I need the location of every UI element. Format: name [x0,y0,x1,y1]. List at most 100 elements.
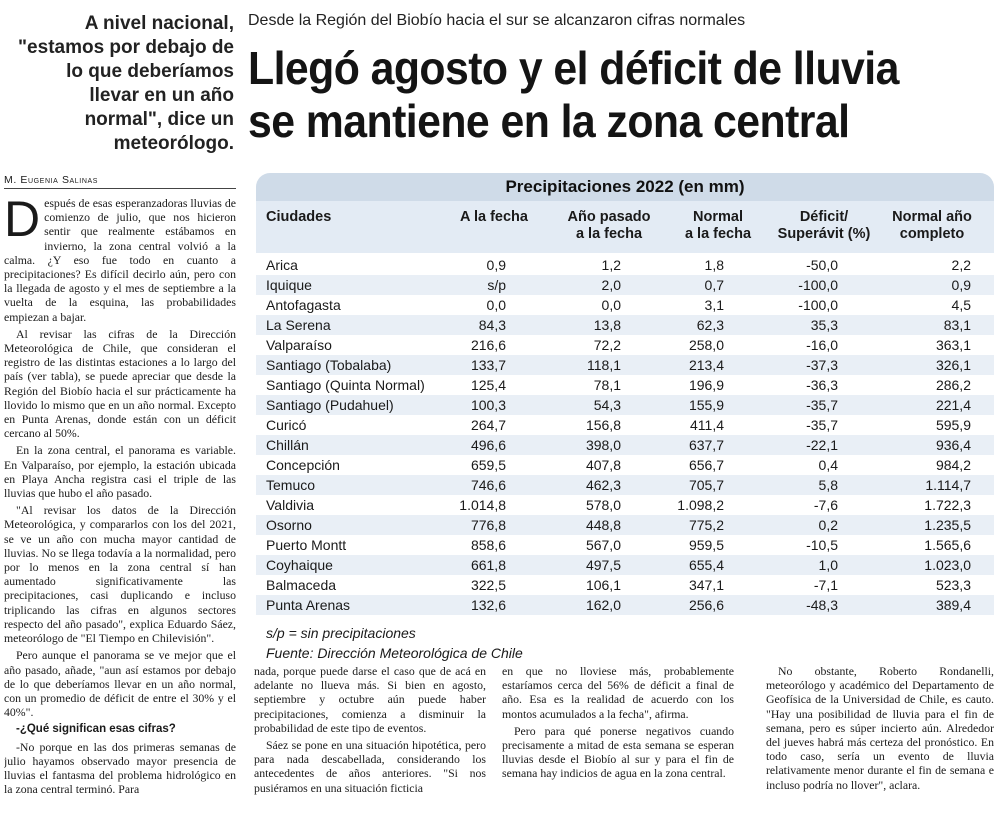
cell-value: 132,6 [470,597,506,613]
cell-value: 0,9 [951,277,971,293]
paragraph: nada, porque puede darse el caso que de … [254,664,486,735]
cell-value: 858,6 [470,537,506,553]
cell-value: -37,3 [806,357,838,373]
article-column-3: en que no lloviese más, probablemente es… [502,664,734,814]
cell-city: Valdivia [266,497,314,513]
headline-line-1: Llegó agosto y el déficit de lluvia [248,42,899,94]
cell-value: 1.235,5 [924,517,971,533]
table-row: La Serena 84,3 13,8 62,3 35,3 83,1 [256,315,994,335]
headline: Llegó agosto y el déficit de lluvia se m… [248,42,941,148]
cell-city: Valparaíso [266,337,332,353]
cell-city: Curicó [266,417,307,433]
drop-cap: D [4,196,41,247]
cell-value: -10,5 [806,537,838,553]
cell-value: 448,8 [585,517,621,533]
cell-value: 106,1 [585,577,621,593]
cell-value: 5,8 [818,477,838,493]
cell-value: 578,0 [585,497,621,513]
cell-value: 1.098,2 [677,497,724,513]
cell-value: 637,7 [688,437,724,453]
cell-value: 0,7 [704,277,724,293]
cell-value: 959,5 [688,537,724,553]
header-deficit: Déficit/Superávit (%) [777,209,871,242]
paragraph: Pero para qué ponerse negativos cuando p… [502,723,734,781]
cell-value: 264,7 [470,417,506,433]
cell-value: 133,7 [470,357,506,373]
cell-value: s/p [487,277,506,293]
cell-value: 100,3 [470,397,506,413]
cell-value: 661,8 [470,557,506,573]
cell-value: 78,1 [593,377,621,393]
cell-city: Antofagasta [266,297,341,313]
header-last-year: Año pasado a la fecha [567,209,651,242]
cell-value: 497,5 [585,557,621,573]
cell-value: 258,0 [688,337,724,353]
header-city: Ciudades [266,209,332,225]
cell-value: 411,4 [690,417,724,433]
header-normal: Normal a la fecha [684,209,752,242]
table-row: Curicó 264,7 156,8 411,4 -35,7 595,9 [256,415,994,435]
cell-city: Santiago (Quinta Normal) [266,377,425,393]
cell-value: 496,6 [470,437,506,453]
cell-value: 62,3 [696,317,724,333]
table-row: Antofagasta 0,0 0,0 3,1 -100,0 4,5 [256,295,994,315]
cell-value: 1,8 [704,257,724,273]
cell-city: Osorno [266,517,312,533]
cell-value: 389,4 [935,597,971,613]
cell-city: Punta Arenas [266,597,351,613]
cell-value: 398,0 [585,437,621,453]
pull-quote: A nivel nacional, "estamos por debajo de… [18,13,234,154]
kicker: Desde la Región del Biobío hacia el sur … [248,12,746,29]
header-to-date: A la fecha [460,209,528,225]
cell-value: 775,2 [688,517,724,533]
cell-value: 1.014,8 [459,497,506,513]
table-row: Santiago (Pudahuel) 100,3 54,3 155,9 -35,7 22… [256,395,994,415]
cell-value: 83,1 [943,317,971,333]
cell-value: -48,3 [806,597,838,613]
cell-value: 72,2 [593,337,621,353]
cell-value: 347,1 [688,577,724,593]
cell-value: 286,2 [935,377,971,393]
cell-value: -22,1 [806,437,838,453]
cell-value: 407,8 [585,457,621,473]
cell-city: Concepción [266,457,340,473]
table-title: Precipitaciones 2022 (en mm) [256,173,994,201]
table-row: Osorno 776,8 448,8 775,2 0,2 1.235,5 [256,515,994,535]
cell-value: 523,3 [935,577,971,593]
cell-value: 746,6 [470,477,506,493]
cell-value: 84,3 [478,317,506,333]
cell-value: 162,0 [585,597,621,613]
cell-value: -35,7 [806,417,838,433]
cell-city: Iquique [266,277,312,293]
cell-value: -100,0 [798,297,838,313]
cell-city: Chillán [266,437,309,453]
cell-value: 196,9 [688,377,724,393]
cell-value: 0,2 [818,517,838,533]
cell-value: 705,7 [688,477,724,493]
table-row: Chillán 496,6 398,0 637,7 -22,1 936,4 [256,435,994,455]
cell-value: 655,4 [688,557,724,573]
cell-value: 54,3 [593,397,621,413]
cell-value: 2,0 [601,277,621,293]
cell-value: 221,4 [935,397,971,413]
paragraph: Pero aunque el panorama se ve mejor que … [4,648,236,720]
cell-city: Santiago (Tobalaba) [266,357,392,373]
cell-value: 4,5 [951,297,971,313]
paragraph: "Al revisar los datos de la Dirección Me… [4,503,236,646]
cell-value: 656,7 [688,457,724,473]
cell-value: 659,5 [470,457,506,473]
table-row: Balmaceda 322,5 106,1 347,1 -7,1 523,3 [256,575,994,595]
cell-city: Balmaceda [266,577,337,593]
cell-value: -50,0 [806,257,838,273]
cell-city: Coyhaique [266,557,333,573]
cell-value: 155,9 [688,397,724,413]
cell-value: 363,1 [935,337,971,353]
cell-value: 462,3 [585,477,621,493]
cell-value: 35,3 [810,317,838,333]
table-header: Ciudades A la fecha Año pasado a la fecha… [256,201,994,253]
cell-value: -35,7 [806,397,838,413]
table-notes: s/p = sin precipitaciones Fuente: Direcc… [266,623,523,663]
table-row: Santiago (Quinta Normal) 125,4 78,1 196,9 -3… [256,375,994,395]
cell-value: 936,4 [935,437,971,453]
